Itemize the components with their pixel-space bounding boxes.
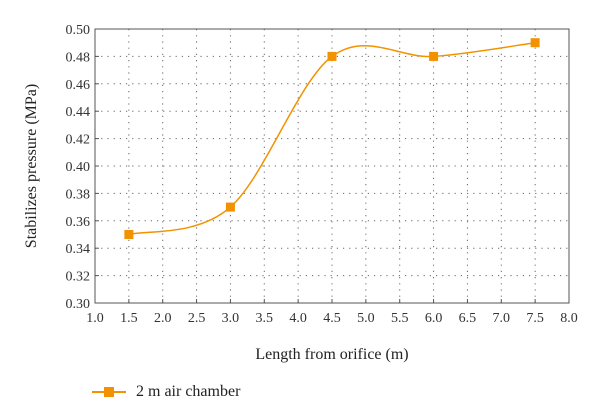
x-tick-label: 3.0: [222, 311, 240, 326]
x-tick-label: 7.5: [526, 311, 544, 326]
series-layer: [124, 38, 540, 239]
data-point-marker: [225, 202, 235, 212]
y-tick-label: 0.50: [66, 23, 91, 38]
x-tick-label: 5.5: [391, 311, 409, 326]
x-tick-label: 3.5: [256, 311, 274, 326]
y-tick-label: 0.48: [66, 50, 91, 65]
y-tick-label: 0.38: [66, 187, 91, 202]
x-tick-label: 7.0: [493, 311, 511, 326]
y-tick-label: 0.40: [66, 160, 91, 175]
x-tick-label: 8.0: [560, 311, 578, 326]
data-point-marker: [530, 38, 540, 48]
y-tick-label: 0.36: [66, 215, 91, 230]
y-tick-label: 0.32: [66, 270, 91, 285]
x-tick-label: 5.0: [357, 311, 375, 326]
x-tick-label: 1.5: [120, 311, 138, 326]
x-tick-label: 2.0: [154, 311, 172, 326]
y-tick-label: 0.44: [66, 105, 91, 120]
data-point-marker: [429, 51, 439, 61]
grid: [95, 29, 569, 303]
x-tick-label: 6.5: [459, 311, 477, 326]
y-tick-label: 0.42: [66, 133, 91, 148]
data-point-marker: [327, 51, 337, 61]
axis-ticks: 1.0 1.5 2.0 2.5 3.0 3.5 4.0 4.5 5.0 5.5 6.0 6.5 7.0 7…: [66, 23, 578, 326]
y-axis-title: Stabilizes pressure (MPa): [23, 84, 40, 248]
x-tick-label: 1.0: [86, 311, 104, 326]
legend-label: 2 m air chamber: [136, 383, 241, 400]
x-tick-label: 4.5: [323, 311, 341, 326]
x-tick-label: 2.5: [188, 311, 206, 326]
legend: 2 m air chamber: [92, 381, 240, 403]
y-tick-label: 0.34: [66, 242, 91, 257]
data-point-marker: [124, 230, 134, 239]
legend-swatch-icon: [92, 382, 126, 402]
y-tick-label: 0.46: [66, 78, 91, 93]
x-axis-title: Length from orifice (m): [255, 346, 408, 363]
x-tick-label: 6.0: [425, 311, 443, 326]
y-tick-label: 0.30: [66, 297, 91, 312]
chart: 1.0 1.5 2.0 2.5 3.0 3.5 4.0 4.5 5.0 5.5 6.0 6.5 7.0 7…: [23, 23, 578, 363]
x-tick-label: 4.0: [289, 311, 307, 326]
